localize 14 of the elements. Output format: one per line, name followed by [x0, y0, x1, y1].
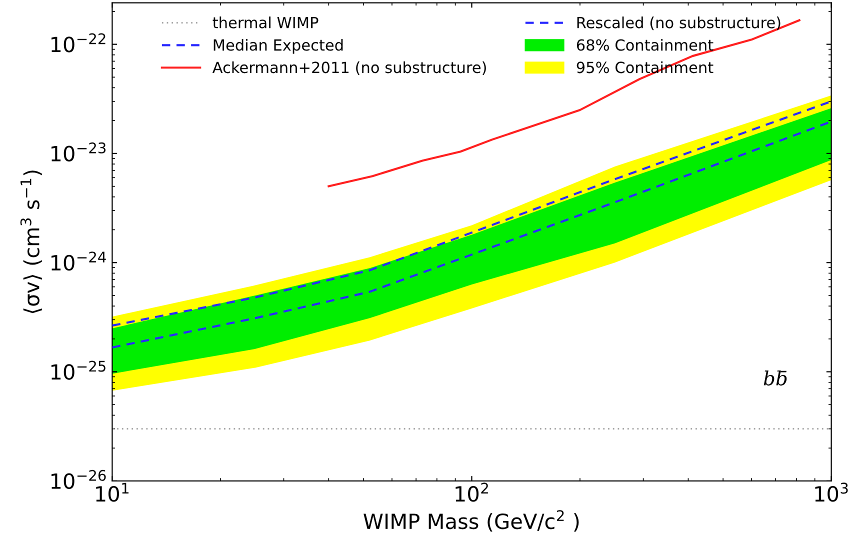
- y-tick-label: 10$^{−23}$: [52, 142, 106, 162]
- y-tick-label: 10$^{−25}$: [52, 360, 106, 380]
- y-tick-label: 10$^{−22}$: [52, 33, 106, 52]
- y-tick-label: 10$^{−24}$: [52, 252, 106, 271]
- x-tick-label: 10$^{3}$: [815, 482, 848, 502]
- legend-label: 68% Containment: [576, 38, 714, 51]
- annotation: bb̄: [764, 370, 787, 386]
- legend-label: thermal WIMP: [212, 16, 318, 28]
- x-tick-label: 10$^{2}$: [456, 482, 488, 502]
- x-axis-title: WIMP Mass (GeV/c$^{2}$ ): [364, 510, 579, 532]
- legend-label: Median Expected: [214, 38, 343, 54]
- legend-label: Rescaled (no substructure): [577, 16, 780, 30]
- y-axis-title: ⟨σv⟩ (cm$^{3}$ s$^{−1}$): [20, 170, 42, 314]
- legend-label: Ackermann+2011 (no substructure): [212, 61, 486, 76]
